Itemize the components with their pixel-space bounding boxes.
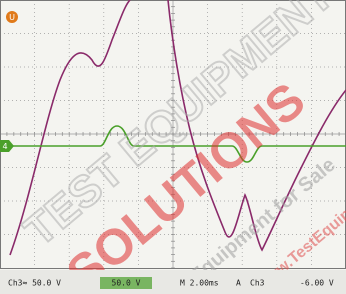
timebase: M 2.00ms xyxy=(180,279,219,288)
trigger-mode: A xyxy=(236,279,241,288)
trigger-marker-label: U xyxy=(9,13,15,22)
ch3-scale: Ch3≈ 50.0 V xyxy=(8,279,61,288)
trigger-source: Ch3 xyxy=(250,279,265,288)
oscilloscope-screen: U 4 TEST EQUIPMENT SOLUTIONS Equipment f… xyxy=(0,0,346,294)
channel-marker-label: 4 xyxy=(2,142,7,151)
ch4-scale: 50.0 V xyxy=(112,279,141,288)
trigger-level: -6.00 V xyxy=(300,279,334,288)
